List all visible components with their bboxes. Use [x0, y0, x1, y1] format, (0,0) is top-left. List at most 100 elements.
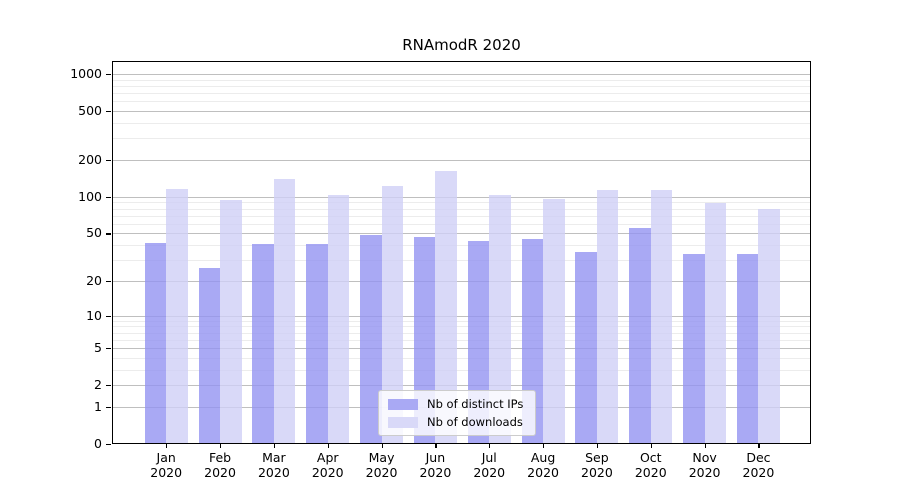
gridline-minor	[112, 101, 811, 103]
bar-nb-of-distinct-ips-may	[360, 234, 382, 444]
x-tick-label-nov: Nov 2020	[688, 450, 721, 480]
x-tick-label-jun: Jun 2020	[419, 450, 452, 480]
gridline-minor	[112, 339, 811, 341]
gridline-minor	[112, 123, 811, 125]
y-tick-label: 0	[94, 436, 102, 451]
y-tick-label: 20	[86, 272, 102, 288]
x-tick-label-may: May 2020	[365, 450, 398, 480]
gridline-minor	[112, 332, 811, 334]
gridline-major	[112, 196, 811, 198]
y-tick-label: 200	[78, 152, 102, 168]
x-tick-label-jan: Jan 2020	[150, 450, 183, 480]
x-tick-mark	[273, 444, 276, 448]
x-tick-mark	[758, 444, 760, 448]
y-tick-mark	[106, 406, 111, 409]
chart-title: RNAmodR 2020	[402, 36, 521, 54]
y-tick-mark	[106, 160, 111, 162]
bar-nb-of-distinct-ips-nov	[683, 253, 705, 444]
legend-swatch-downloads	[388, 416, 418, 428]
legend-swatch-distinct-ips	[388, 398, 418, 410]
gridline-minor	[112, 79, 811, 81]
gridline-minor	[112, 93, 811, 95]
x-tick-mark	[596, 444, 599, 448]
gridline-major	[112, 385, 811, 387]
bar-nb-of-downloads-jan	[166, 188, 188, 444]
x-tick-label-feb: Feb 2020	[204, 450, 236, 480]
x-tick-mark	[220, 444, 222, 448]
gridline-minor	[112, 320, 811, 322]
y-tick-label: 100	[78, 188, 102, 204]
bar-nb-of-distinct-ips-jan	[144, 242, 167, 444]
y-tick-label: 2	[94, 377, 102, 393]
x-tick-label-apr: Apr 2020	[311, 450, 344, 480]
bar-nb-of-downloads-mar	[273, 179, 296, 444]
x-tick-label-sep: Sep 2020	[581, 450, 613, 480]
gridline-major	[112, 280, 811, 282]
legend-item-distinct-ips: Nb of distinct IPs	[388, 397, 523, 411]
bar-nb-of-downloads-apr	[327, 195, 350, 444]
x-tick-label-oct: Oct 2020	[634, 450, 667, 480]
x-tick-label-aug: Aug 2020	[527, 450, 559, 480]
y-tick-label: 5	[94, 340, 102, 356]
gridline-major	[112, 315, 811, 317]
x-tick-mark	[327, 444, 329, 448]
gridline-minor	[112, 326, 811, 328]
x-tick-mark	[489, 444, 491, 448]
y-tick-mark	[106, 385, 111, 387]
gridline-minor	[112, 138, 811, 140]
x-tick-mark	[650, 444, 652, 448]
gridline-major	[112, 74, 811, 76]
y-tick-label: 10	[86, 307, 102, 323]
y-tick-label: 1	[94, 398, 102, 414]
plot-area: Nb of distinct IPs Nb of downloads	[112, 61, 811, 444]
bar-nb-of-downloads-nov	[704, 202, 727, 444]
y-tick-mark	[106, 280, 111, 283]
legend-label-downloads: Nb of downloads	[427, 415, 523, 429]
bar-nb-of-downloads-oct	[650, 190, 673, 444]
y-tick-mark	[106, 315, 111, 317]
y-tick-mark	[106, 74, 111, 76]
x-tick-label-dec: Dec 2020	[742, 450, 775, 480]
bar-nb-of-distinct-ips-sep	[575, 252, 597, 444]
x-tick-mark	[381, 444, 383, 448]
bar-nb-of-downloads-jun	[435, 171, 457, 444]
gridline-minor	[112, 223, 811, 225]
y-tick-label: 1000	[70, 66, 102, 82]
x-tick-label-mar: Mar 2020	[257, 450, 290, 480]
y-tick-label: 50	[86, 225, 102, 241]
y-tick-mark	[106, 196, 111, 199]
legend: Nb of distinct IPs Nb of downloads	[378, 390, 537, 436]
bar-nb-of-distinct-ips-feb	[198, 267, 221, 444]
x-tick-mark	[435, 444, 437, 448]
gridline-minor	[112, 245, 811, 247]
gridline-major	[112, 348, 811, 350]
bar-nb-of-distinct-ips-mar	[252, 243, 274, 444]
gridline-minor	[112, 215, 811, 217]
gridline-minor	[112, 260, 811, 262]
x-tick-mark	[543, 444, 545, 448]
gridline-minor	[112, 357, 811, 359]
x-tick-mark	[704, 444, 706, 448]
gridline-major	[112, 233, 811, 235]
gridline-major	[112, 160, 811, 162]
gridline-minor	[112, 369, 811, 371]
y-tick-mark	[106, 233, 111, 235]
gridline-minor	[112, 85, 811, 87]
bar-nb-of-distinct-ips-dec	[736, 253, 759, 444]
bar-nb-of-downloads-may	[381, 185, 404, 444]
bar-nb-of-downloads-jul	[489, 195, 511, 444]
y-tick-label: 500	[78, 103, 102, 119]
y-tick-mark	[106, 348, 111, 350]
gridline-minor	[112, 208, 811, 210]
x-tick-label-jul: Jul 2020	[473, 450, 506, 480]
legend-label-distinct-ips: Nb of distinct IPs	[427, 397, 524, 411]
bar-nb-of-distinct-ips-apr	[306, 243, 328, 444]
bar-nb-of-downloads-dec	[758, 208, 780, 444]
bars-layer	[112, 61, 811, 444]
y-tick-mark	[106, 444, 111, 446]
bar-nb-of-downloads-sep	[596, 190, 619, 444]
bar-nb-of-downloads-aug	[543, 199, 565, 444]
y-tick-mark	[106, 111, 111, 113]
bar-nb-of-downloads-feb	[220, 199, 242, 444]
